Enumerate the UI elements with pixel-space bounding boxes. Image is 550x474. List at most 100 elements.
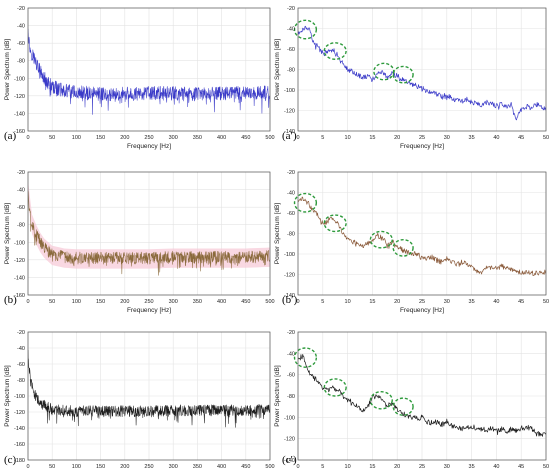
x-tick-label: 250: [144, 135, 153, 141]
plot-frame: [27, 7, 271, 132]
x-tick-label: 50: [543, 299, 549, 305]
y-tick-label: -60: [17, 205, 25, 211]
y-axis-label: Power Spectrum [dB]: [274, 365, 281, 427]
y-tick-label: -20: [17, 6, 25, 12]
x-tick-label: 50: [543, 464, 549, 469]
y-tick-label: -40: [17, 188, 25, 194]
chart-panel-b: 0 50 100 150 200 250 300 350 400 450 500 -160 -140 -1…: [4, 170, 275, 314]
x-tick-label: 5: [321, 464, 324, 469]
x-tick-label: 450: [241, 464, 250, 469]
y-tick-label: -100: [14, 240, 25, 246]
y-tick-label: -60: [287, 373, 295, 379]
y-axis-label: Power Spectrum [dB]: [274, 203, 281, 265]
y-tick-label: -40: [17, 346, 25, 352]
y-tick-label: -120: [284, 273, 295, 279]
x-tick-label: 0: [26, 299, 29, 305]
x-tick-label: 35: [469, 135, 475, 141]
panel-label-b: (b): [4, 294, 17, 306]
y-tick-label: -120: [14, 410, 25, 416]
x-tick-label: 50: [49, 135, 55, 141]
x-tick-label: 100: [72, 299, 81, 305]
highlight-ellipse: [323, 378, 347, 397]
x-tick-label: 25: [419, 299, 425, 305]
x-tick-label: 100: [72, 464, 81, 469]
highlight-ellipse: [392, 238, 414, 257]
y-tick-label: -120: [14, 258, 25, 264]
chart-panel-c-prime: 0 5 10 15 20 25 30 35 40 45 50 -140 -120 -100 -80 -60 -4…: [274, 330, 549, 474]
spectrum-series: [298, 354, 546, 437]
y-tick-label: -40: [287, 191, 295, 197]
x-axis-label: Frequency [Hz]: [400, 143, 444, 150]
y-axis-label: Power Spectrum [dB]: [4, 203, 11, 265]
x-tick-label: 200: [120, 464, 129, 469]
y-tick-label: -140: [284, 458, 295, 464]
x-tick-label: 20: [394, 299, 400, 305]
spectrum-series: [298, 25, 546, 121]
x-tick-label: 0: [296, 464, 299, 469]
y-tick-label: -80: [287, 394, 295, 400]
y-tick-label: -40: [17, 24, 25, 30]
x-tick-label: 300: [169, 464, 178, 469]
x-tick-label: 100: [72, 135, 81, 141]
plot-frame: [27, 331, 271, 461]
y-tick-label: -40: [287, 27, 295, 33]
x-tick-label: 40: [493, 135, 499, 141]
x-tick-label: 20: [394, 464, 400, 469]
x-tick-label: 350: [193, 464, 202, 469]
y-tick-label: -100: [284, 415, 295, 421]
x-tick-label: 150: [96, 464, 105, 469]
x-tick-label: 10: [345, 299, 351, 305]
y-tick-label: -20: [17, 330, 25, 336]
y-tick-label: -80: [287, 68, 295, 74]
y-tick-label: -60: [287, 47, 295, 53]
x-tick-label: 200: [120, 299, 129, 305]
x-tick-label: 150: [96, 135, 105, 141]
y-axis-label: Power Spectrum [dB]: [4, 365, 11, 427]
x-tick-label: 30: [444, 135, 450, 141]
x-tick-label: 45: [518, 299, 524, 305]
y-tick-label: -20: [287, 6, 295, 12]
x-tick-label: 35: [469, 299, 475, 305]
y-tick-label: -100: [284, 88, 295, 94]
x-tick-label: 35: [469, 464, 475, 469]
x-tick-label: 450: [241, 135, 250, 141]
y-tick-label: -140: [14, 426, 25, 432]
x-tick-label: 0: [296, 299, 299, 305]
panel-label-b-prime: (b′): [282, 294, 298, 306]
x-tick-label: 5: [321, 299, 324, 305]
y-tick-label: -80: [17, 59, 25, 65]
y-tick-label: -120: [284, 437, 295, 443]
x-tick-label: 25: [419, 135, 425, 141]
x-tick-label: 25: [419, 464, 425, 469]
y-tick-label: -120: [14, 94, 25, 100]
highlight-ellipse: [392, 397, 414, 416]
y-tick-label: -100: [14, 76, 25, 82]
plot-frame: [297, 331, 547, 461]
chart-panel-b-prime: 0 5 10 15 20 25 30 35 40 45 50 -140 -120 -100 -80 -60 -4…: [274, 170, 549, 314]
x-tick-label: 15: [369, 299, 375, 305]
x-tick-label: 50: [49, 299, 55, 305]
y-axis-label: Power Spectrum [dB]: [4, 39, 11, 101]
spectrum-series: [28, 349, 270, 428]
highlight-ellipse: [392, 65, 414, 84]
highlight-ellipse: [323, 42, 347, 60]
x-tick-label: 400: [217, 299, 226, 305]
x-tick-label: 5: [321, 135, 324, 141]
y-tick-label: -140: [284, 129, 295, 135]
x-tick-label: 30: [444, 464, 450, 469]
x-tick-label: 500: [265, 464, 274, 469]
spectrum-series: [298, 196, 546, 277]
y-tick-label: -80: [17, 378, 25, 384]
x-tick-label: 300: [169, 299, 178, 305]
y-tick-label: -20: [287, 330, 295, 336]
x-tick-label: 400: [217, 135, 226, 141]
y-tick-label: -80: [287, 232, 295, 238]
highlight-ellipse: [293, 347, 318, 368]
x-tick-label: 250: [144, 464, 153, 469]
x-tick-label: 10: [345, 135, 351, 141]
x-tick-label: 0: [26, 464, 29, 469]
x-tick-label: 30: [444, 299, 450, 305]
y-tick-label: -60: [17, 362, 25, 368]
